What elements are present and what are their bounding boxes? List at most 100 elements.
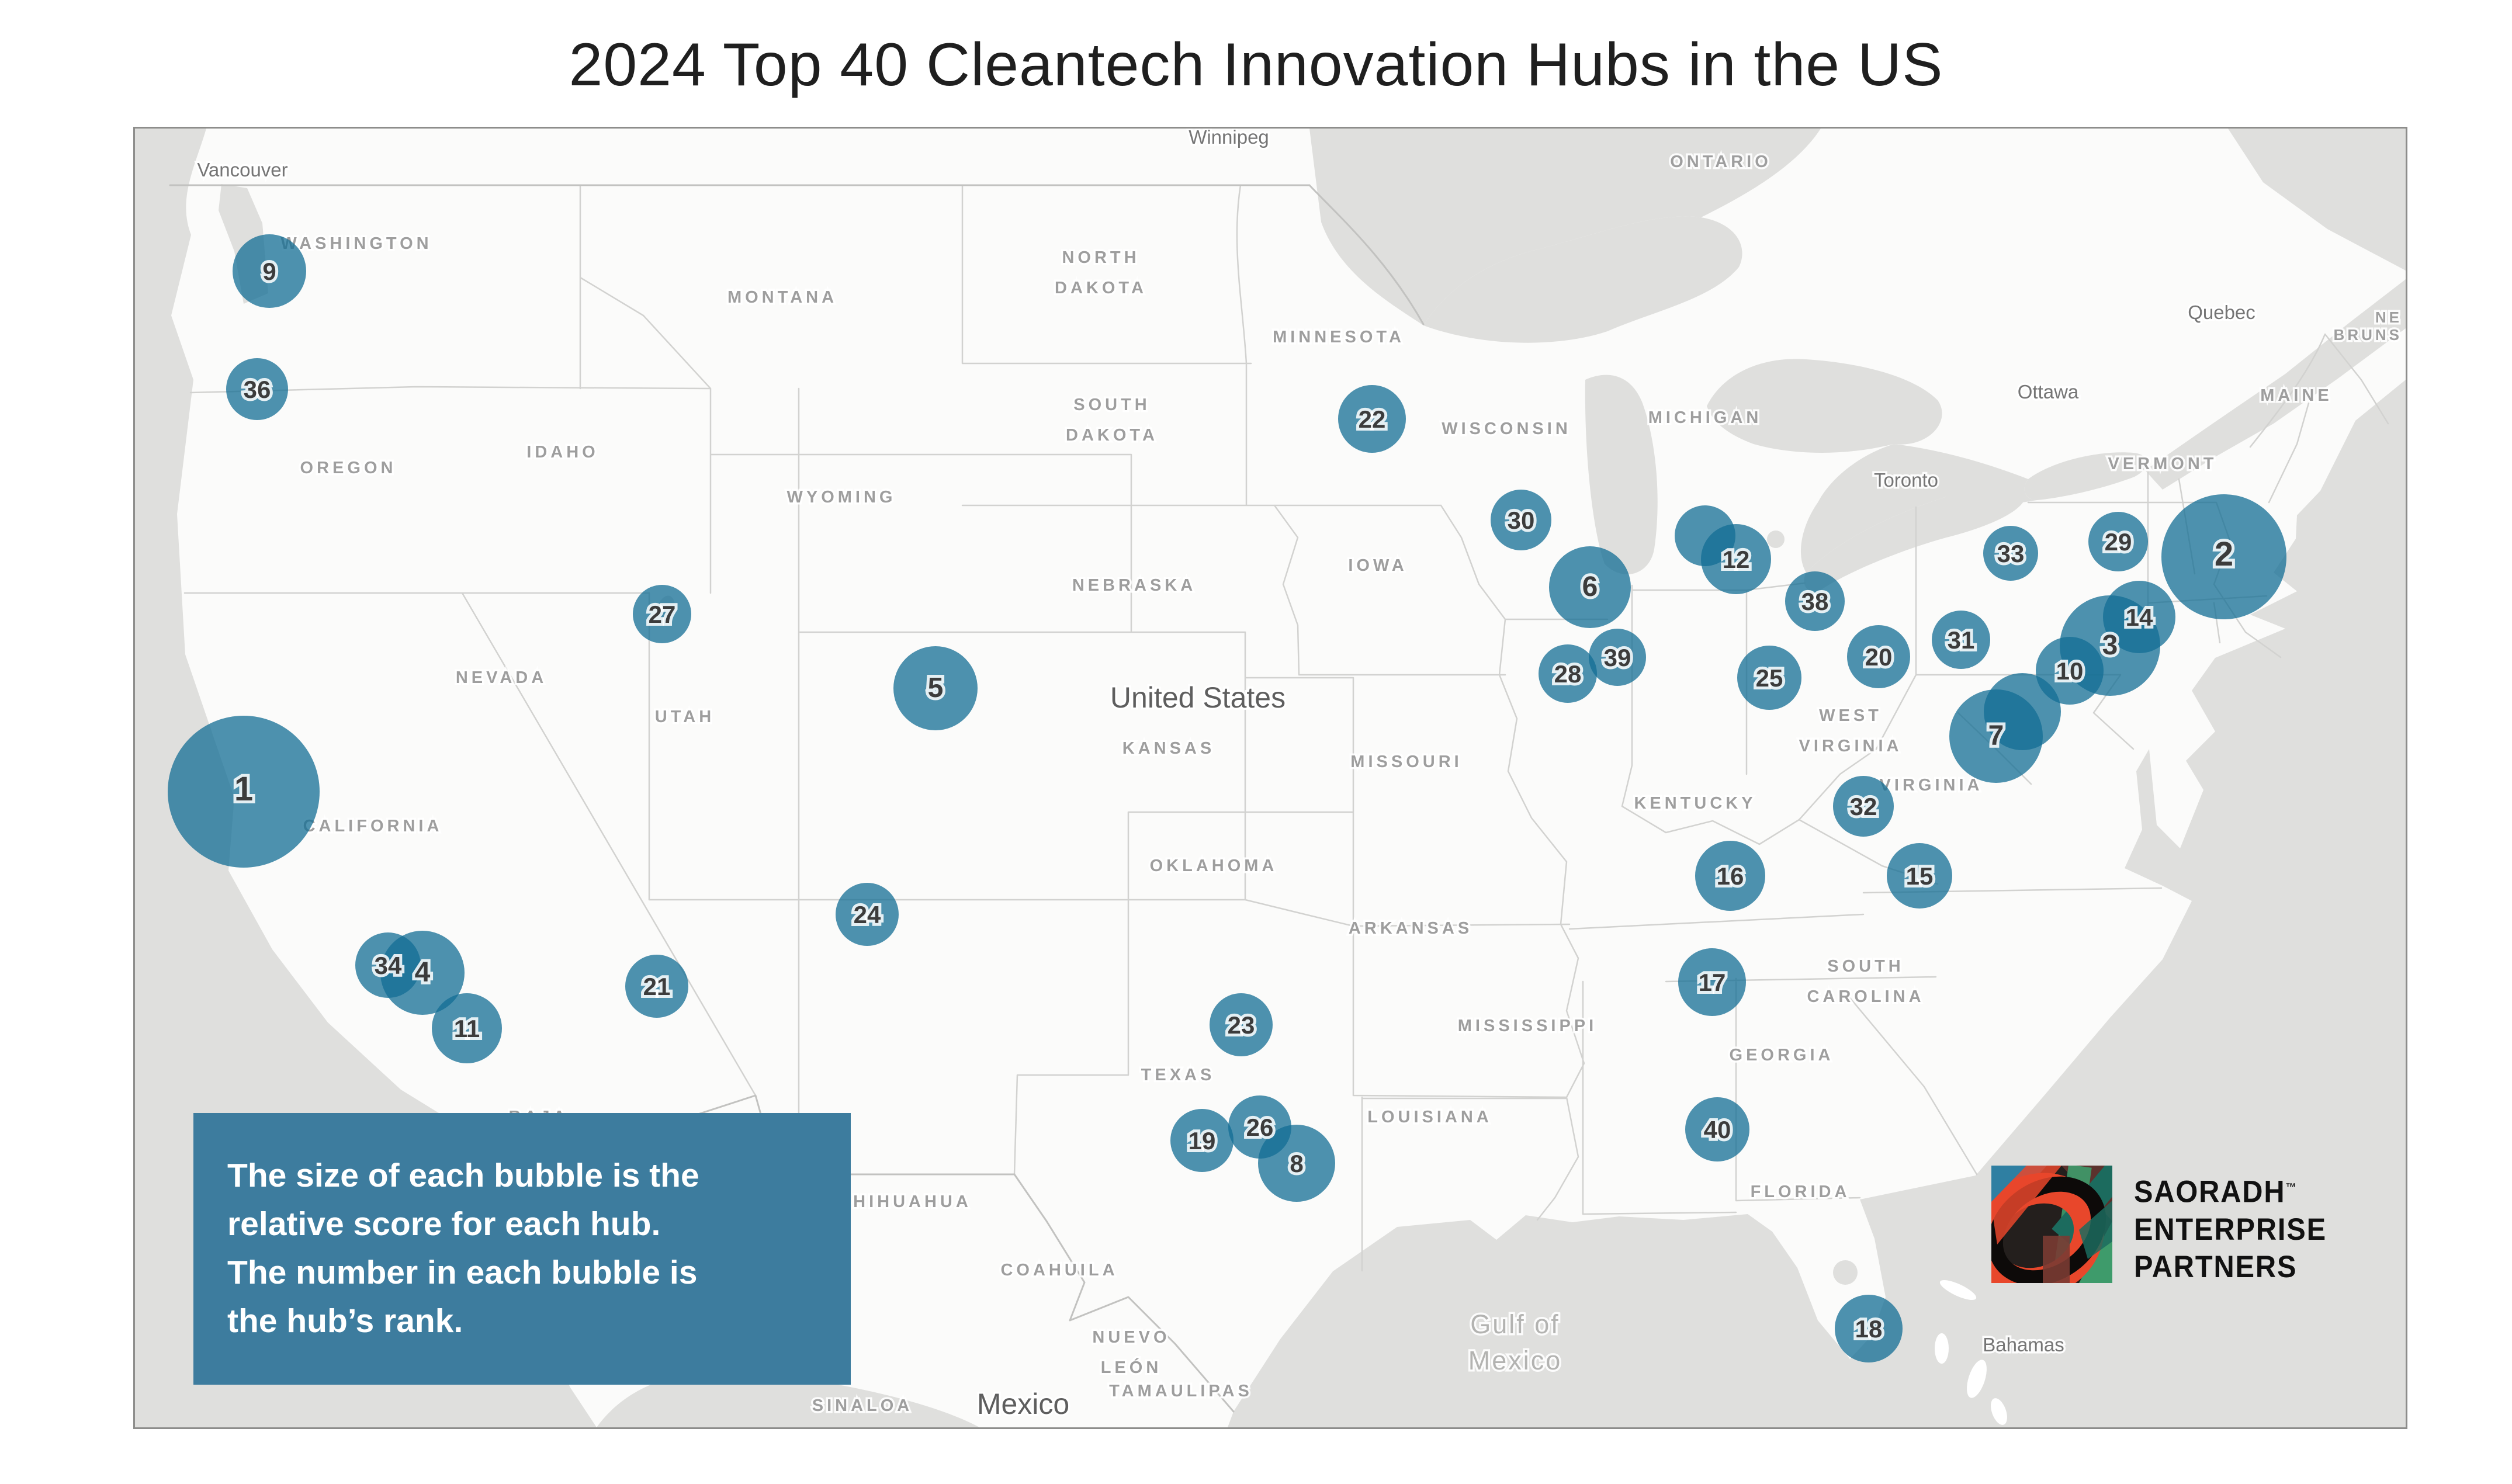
hub-bubble-29 (2088, 512, 2148, 571)
hub-rank-11: 11 (454, 1015, 480, 1042)
lake-st-clair (1767, 531, 1785, 548)
state-label: SINALOA (812, 1396, 913, 1415)
hub-rank-1: 1 (234, 770, 253, 808)
state-label: MISSISSIPPI (1458, 1017, 1597, 1035)
pacific-ocean (135, 129, 597, 1427)
hub-rank-9: 9 (262, 258, 276, 285)
lake-erie (1804, 485, 2026, 592)
legend-caption-box: The size of each bubble is the relative … (193, 1113, 851, 1385)
st-lawrence-river (2145, 279, 2406, 490)
lake-superior-region (1309, 129, 1821, 325)
edge-label: BRUNS (2334, 326, 2402, 344)
hub-bubble-17 (1678, 948, 1746, 1016)
lake-okeechobee (1833, 1260, 1858, 1285)
hub-bubble-32 (1833, 776, 1894, 837)
lake-superior (1423, 216, 1742, 343)
hub-bubble-22 (1338, 385, 1406, 453)
state-label: MAINE (2260, 386, 2332, 405)
hub-bubble-20 (1847, 625, 1910, 688)
hub-bubble-26 (1228, 1095, 1291, 1159)
state-label: FLORIDA (1751, 1183, 1851, 1201)
hub-rank-4: 4 (415, 957, 431, 988)
hub-rank-27: 27 (649, 601, 676, 628)
hub-bubble-25 (1737, 646, 1801, 710)
hub-rank-3: 3 (2102, 630, 2118, 661)
state-label: TEXAS (1141, 1066, 1215, 1084)
hub-rank-5: 5 (928, 672, 944, 703)
hub-bubble-unlabeled (1675, 505, 1735, 566)
hub-bubble-unlabeled (1984, 673, 2061, 750)
hub-rank-31: 31 (1948, 626, 1975, 654)
city-label: Ottawa (2018, 381, 2079, 403)
hub-rank-28: 28 (1554, 660, 1582, 688)
sinaloa-coast (597, 1371, 979, 1427)
city-label: Toronto (1874, 469, 1938, 491)
hub-bubble-28 (1539, 644, 1597, 703)
caption-line-3: The number in each bubble is (227, 1254, 698, 1291)
state-label: MINNESOTA (1273, 328, 1405, 346)
atlantic-gulf (1228, 380, 2406, 1427)
caption-line-4: the hub’s rank. (227, 1302, 463, 1340)
hub-bubble-31 (1932, 611, 1990, 669)
hub-bubble-39 (1589, 629, 1646, 686)
hub-bubble-15 (1887, 843, 1952, 909)
lake-ontario (2024, 452, 2147, 500)
caption-line-2: relative score for each hub. (227, 1205, 661, 1243)
lake-huron (1707, 359, 1942, 453)
hub-bubble-33 (1983, 526, 2038, 581)
state-label: WYOMING (787, 488, 896, 507)
hub-bubble-10 (2036, 637, 2104, 705)
country-label: United States (1110, 681, 1286, 714)
hub-rank-33: 33 (1997, 540, 2025, 567)
hub-rank-38: 38 (1801, 588, 1829, 615)
state-label: OKLAHOMA (1150, 857, 1278, 875)
state-label: NEVADA (456, 668, 547, 687)
hub-bubbles (168, 234, 2286, 1362)
hub-bubble-40 (1685, 1097, 1749, 1161)
hub-bubble-18 (1835, 1295, 1903, 1362)
saoradh-logo: SAORADH™ ENTERPRISE PARTNERS (1991, 1166, 2354, 1288)
gulf-of-st-lawrence (2228, 129, 2406, 271)
state-label: VIRGINIA (1880, 776, 1983, 795)
hub-rank-17: 17 (1699, 969, 1726, 996)
hub-rank-19: 19 (1189, 1127, 1216, 1154)
hub-rank-20: 20 (1865, 643, 1893, 671)
country-label: Mexico (977, 1388, 1069, 1420)
hub-rank-6: 6 (1582, 571, 1598, 602)
hub-rank-26: 26 (1246, 1114, 1274, 1141)
hub-bubble-16 (1695, 841, 1765, 911)
saoradh-logo-text: SAORADH™ ENTERPRISE PARTNERS (2134, 1169, 2344, 1286)
state-label: UTAH (655, 708, 715, 726)
hub-bubble-2 (2161, 494, 2286, 619)
hub-rank-29: 29 (2105, 528, 2132, 556)
state-label: KANSAS (1122, 739, 1215, 758)
hub-rank-12: 12 (1723, 546, 1750, 573)
saoradh-logo-mark (1991, 1166, 2112, 1283)
state-label: VERMONT (2108, 455, 2218, 473)
state-label: ONTARIO (1670, 152, 1772, 171)
hub-rank-14: 14 (2126, 604, 2153, 631)
hub-bubble-21 (625, 955, 688, 1018)
hub-bubble-14 (2103, 581, 2175, 653)
hub-rank-34: 34 (375, 952, 402, 979)
hub-bubble-9 (233, 234, 306, 308)
hub-bubble-27 (633, 585, 691, 643)
city-label: Winnipeg (1189, 129, 1269, 148)
hub-bubble-38 (1785, 571, 1845, 631)
hub-rank-15: 15 (1906, 862, 1934, 890)
hub-bubble-30 (1491, 490, 1551, 550)
hub-rank-36: 36 (244, 376, 271, 403)
state-label: NEBRASKA (1072, 576, 1196, 595)
hub-bubble-34 (355, 932, 421, 998)
state-label: OREGON (300, 459, 397, 477)
page-title: 2024 Top 40 Cleantech Innovation Hubs in… (569, 31, 1943, 99)
hub-rank-numbers: 1234567891011121415161718192021222324252… (231, 255, 2236, 1346)
hub-rank-24: 24 (854, 901, 881, 928)
hub-bubble-1 (168, 716, 320, 868)
hub-bubble-36 (226, 358, 288, 420)
trademark-symbol: ™ (2285, 1181, 2296, 1194)
hub-rank-10: 10 (2056, 657, 2084, 685)
state-label: WISCONSIN (1442, 419, 1571, 438)
state-label: GEORGIA (1730, 1046, 1834, 1065)
